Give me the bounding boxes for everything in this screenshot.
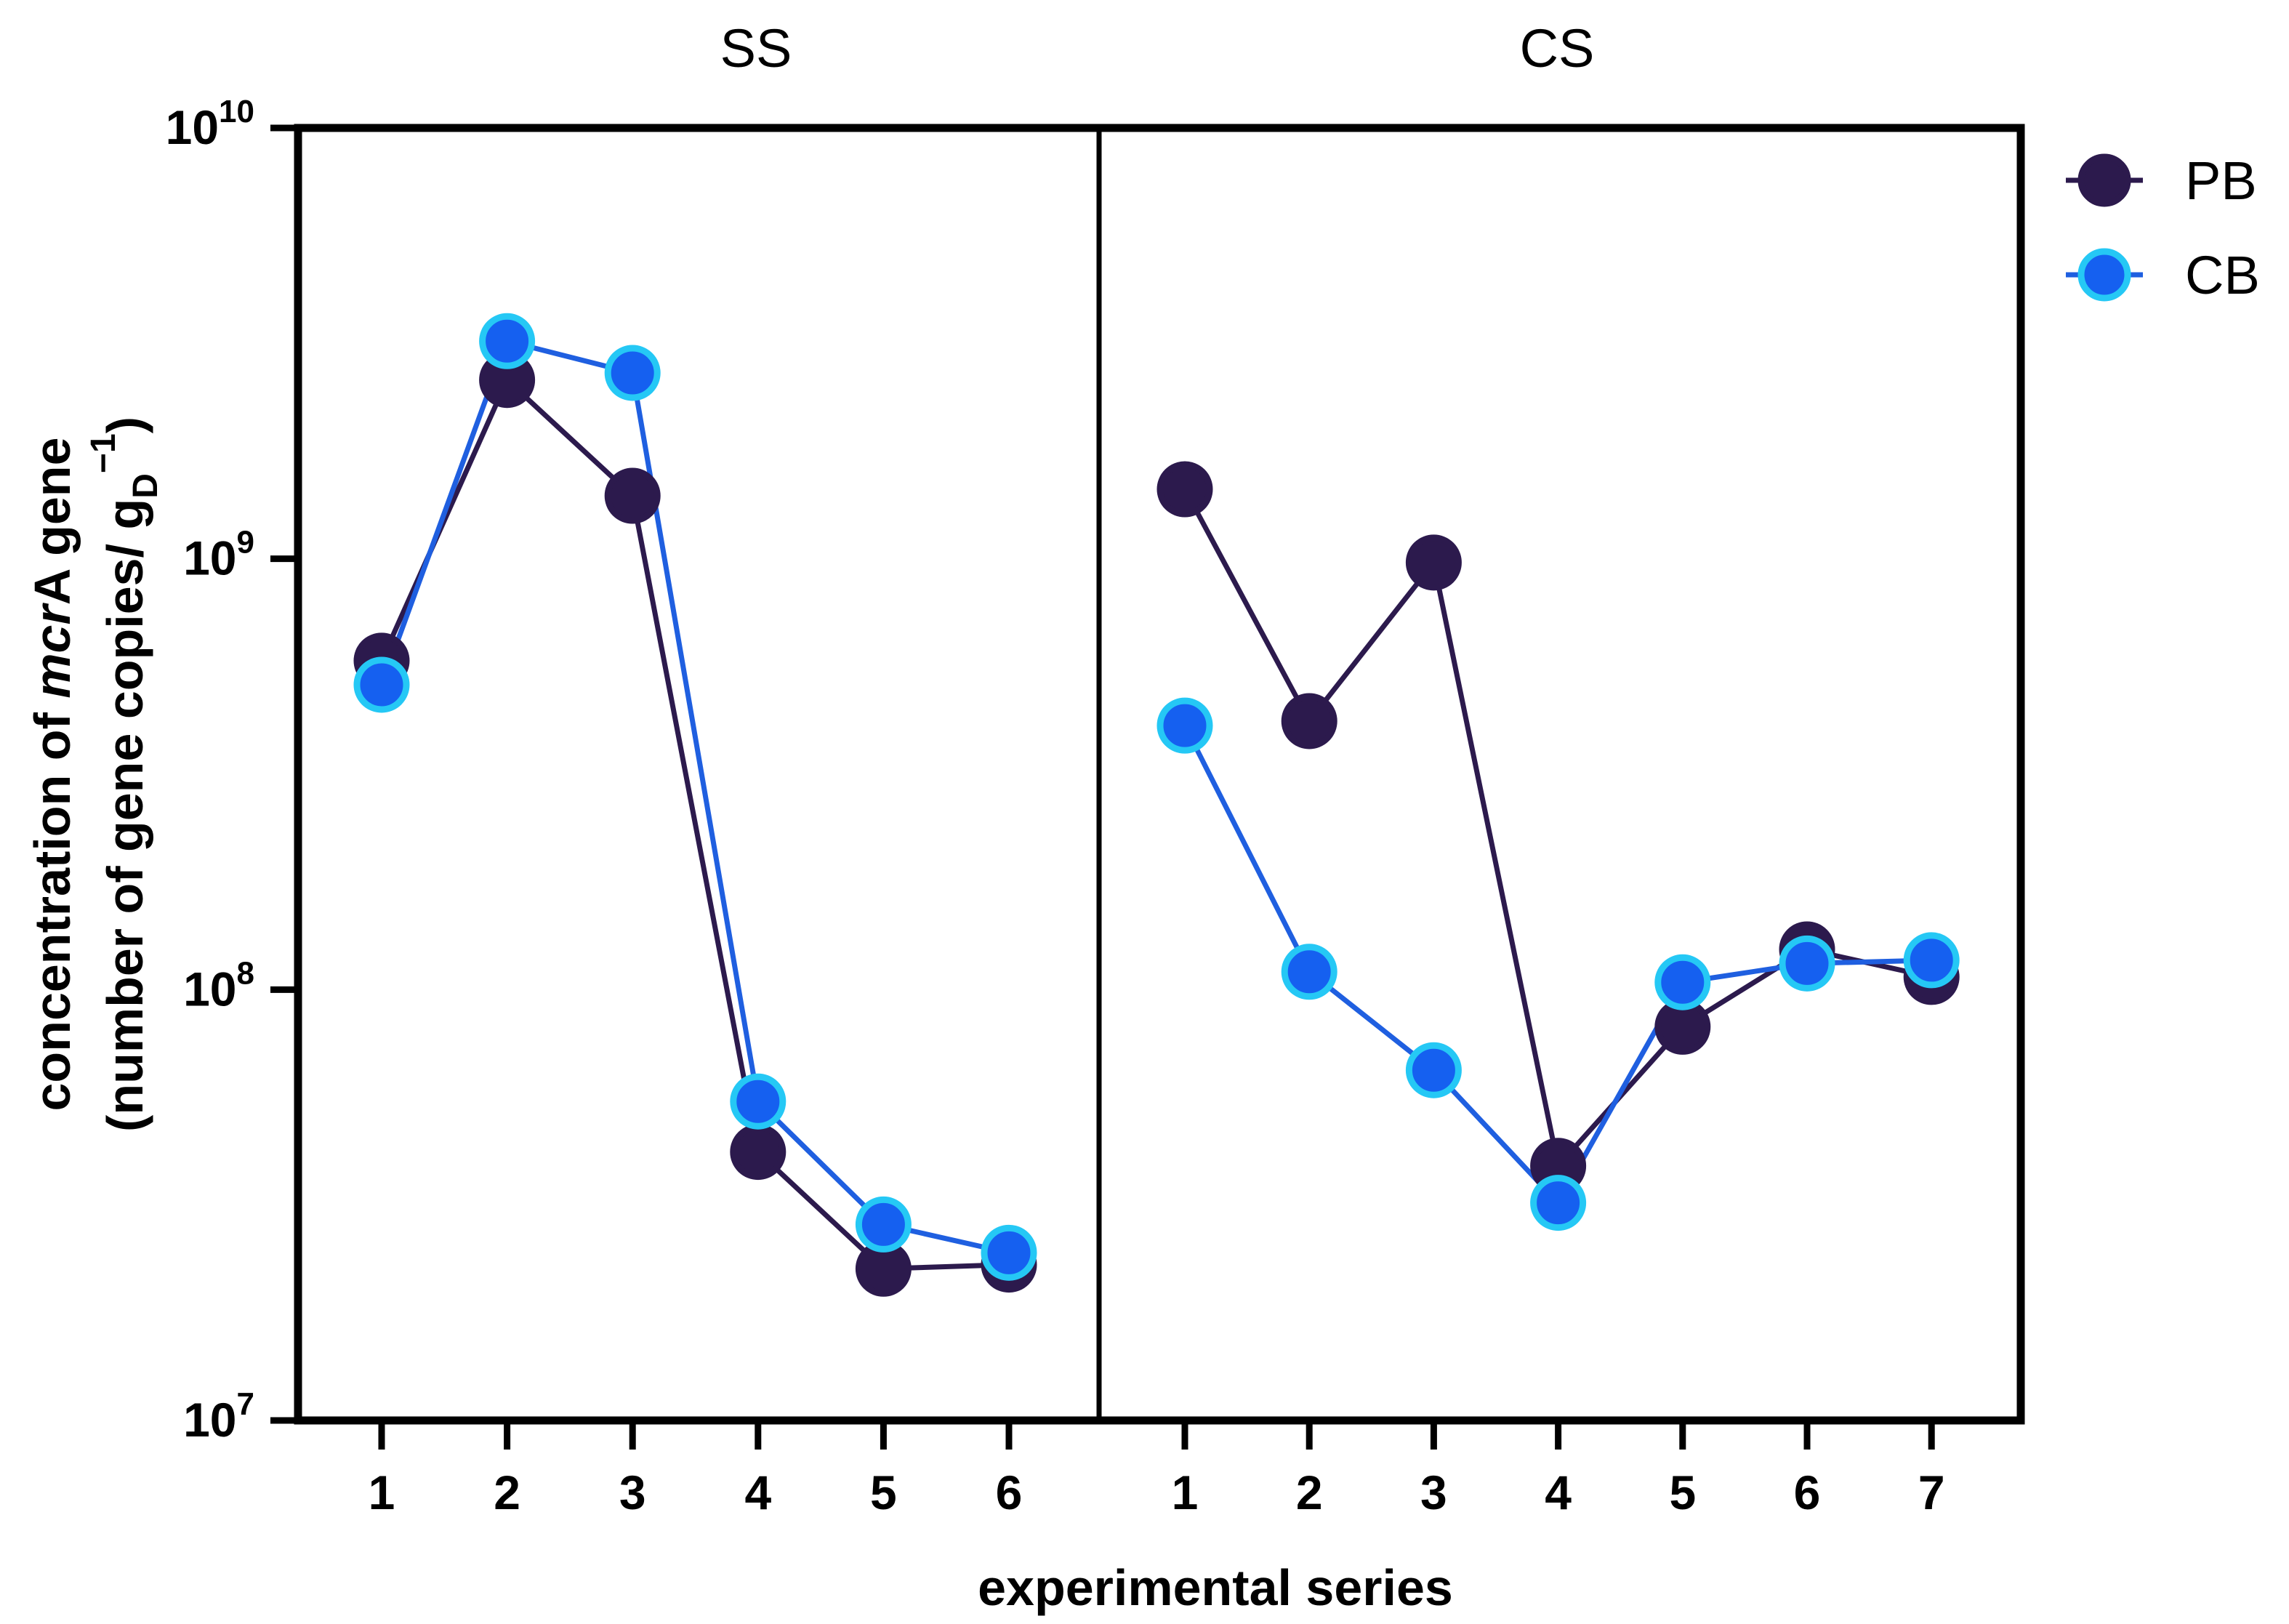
data-point-cb [1779, 935, 1835, 992]
data-point-cb [1156, 697, 1213, 754]
series-markers [353, 313, 1960, 1297]
data-point-cb [1530, 1175, 1587, 1231]
plot-frame [294, 124, 2025, 1425]
legend-label-cb: CB [2185, 245, 2260, 305]
data-point-cb [1903, 932, 1960, 989]
legend-item-cb: CB [2066, 245, 2260, 305]
data-point-cb [1405, 1042, 1462, 1098]
data-point-pb [604, 467, 661, 524]
x-tick-label: 6 [1794, 1466, 1821, 1519]
data-point-cb [1654, 954, 1711, 1010]
series-line-pb-cs [1182, 488, 1932, 1169]
x-tick-label: 2 [1296, 1466, 1323, 1519]
data-point-pb [1281, 693, 1337, 749]
data-point-cb [604, 345, 661, 401]
data-point-cb [730, 1073, 787, 1130]
series-line-cb-ss [379, 338, 1010, 1255]
data-point-pb [730, 1124, 787, 1181]
x-tick-label: 5 [870, 1466, 897, 1519]
y-axis: 107 108 109 1010 [166, 94, 298, 1447]
legend-marker-cb [2077, 248, 2131, 302]
data-point-cb [479, 313, 536, 369]
x-tick-label: 3 [619, 1466, 646, 1519]
series-line-pb-ss [379, 377, 1010, 1271]
x-tick-label: 6 [996, 1466, 1023, 1519]
x-tick-label: 4 [1545, 1466, 1572, 1519]
legend-item-pb: PB [2066, 150, 2257, 211]
x-tick-label: 2 [494, 1466, 520, 1519]
y-tick-label: 107 [183, 1386, 254, 1447]
x-tick-label: 3 [1420, 1466, 1447, 1519]
series-layer [353, 313, 1960, 1297]
y-tick-label: 1010 [166, 94, 254, 154]
x-tick-label: 1 [369, 1466, 395, 1519]
panel-title-cs: CS [1520, 18, 1595, 79]
data-point-cb [855, 1196, 912, 1253]
data-point-pb [1156, 461, 1213, 518]
legend-marker-pb [2077, 153, 2131, 207]
x-tick-label: 7 [1918, 1466, 1945, 1519]
data-point-cb [353, 656, 410, 713]
legend-label-pb: PB [2185, 150, 2257, 211]
legend: PB CB [2066, 150, 2260, 305]
x-tick-label: 4 [744, 1466, 771, 1519]
y-axis-title-line2: (number of gene copies/ gD−1) [84, 417, 165, 1132]
x-axis: 1 2 3 4 5 6 1 2 3 4 5 6 7 [369, 1420, 1945, 1519]
data-point-cb [1281, 944, 1337, 1000]
y-tick-label: 108 [183, 955, 254, 1016]
y-tick-label: 109 [183, 525, 254, 585]
panel-title-ss: SS [720, 18, 792, 79]
x-tick-label: 5 [1669, 1466, 1696, 1519]
data-point-pb [1405, 534, 1462, 591]
y-axis-title-line1: concentration of mcrA gene [24, 438, 81, 1112]
x-tick-label: 1 [1172, 1466, 1199, 1519]
x-axis-title: experimental series [978, 1559, 1453, 1616]
data-point-cb [981, 1224, 1037, 1281]
